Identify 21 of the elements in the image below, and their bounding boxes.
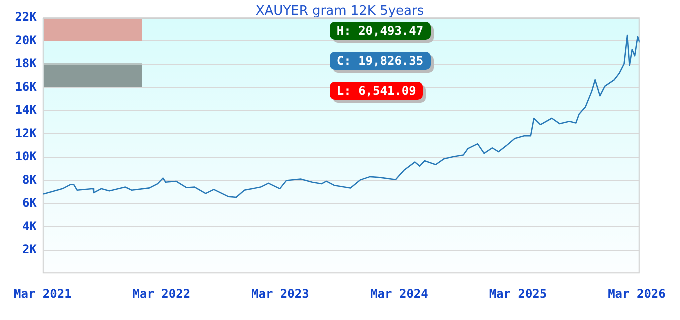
chart-title: XAUYER gram 12K 5years	[256, 4, 424, 19]
y-tick-label: 18K	[15, 56, 38, 71]
x-tick-label: Mar 2021	[14, 286, 72, 301]
y-tick-label: 4K	[22, 219, 38, 234]
y-tick-label: 16K	[15, 80, 38, 94]
y-tick-label: 10K	[15, 150, 38, 164]
y-tick-label: 6K	[22, 196, 38, 210]
y-tick-label: 22K	[15, 10, 38, 24]
y-tick-label: 12K	[15, 126, 38, 140]
y-tick-label: 2K	[22, 242, 38, 256]
annotation: L: 6,541.09	[330, 82, 424, 100]
x-tick-label: Mar 2024	[370, 286, 428, 301]
annotation: C: 19,826.35	[330, 52, 431, 70]
x-tick-label: Mar 2022	[132, 286, 191, 301]
x-tick-label: Mar 2026	[608, 286, 666, 301]
x-tick-label: Mar 2025	[489, 286, 548, 301]
annotation: H: 20,493.47	[330, 22, 431, 40]
y-tick-label: 8K	[22, 172, 38, 187]
x-tick-label: Mar 2023	[251, 286, 310, 301]
y-tick-label: 14K	[15, 103, 38, 118]
y-tick-label: 20K	[15, 33, 38, 48]
